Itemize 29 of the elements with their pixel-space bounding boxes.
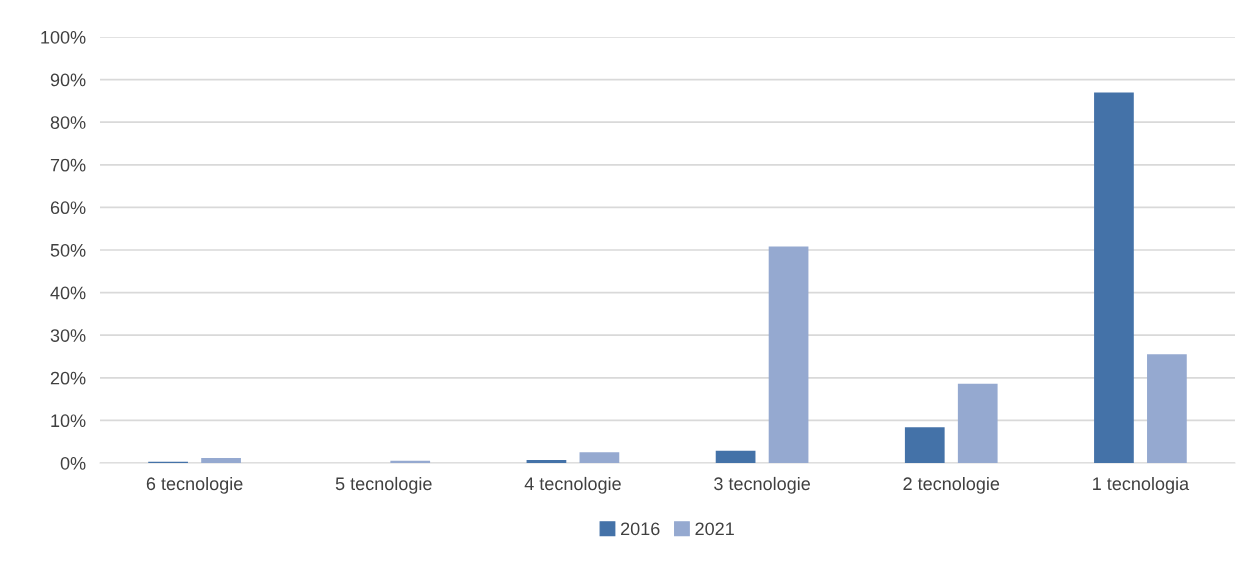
y-tick-label: 60% [50,201,86,215]
bar [526,460,567,463]
x-tick-label: 4 tecnologie [524,476,621,494]
y-tick-label: 100% [41,30,86,44]
bar [201,457,241,463]
x-tick-label: 2 tecnologie [903,476,1000,494]
y-tick-label: 80% [50,116,86,129]
y-tick-label: 90% [50,73,86,87]
bar [1147,354,1187,463]
y-tick-label: 20% [50,371,86,385]
x-tick-label: 1 tecnologia [1093,476,1190,494]
y-tick-label: 30% [50,329,86,342]
y-tick-label: 0% [60,456,86,470]
x-tick-label: 5 tecnologie [335,476,432,494]
y-tick-label: 70% [50,158,86,172]
bar [904,427,945,463]
legend-label: 2021 [695,522,734,536]
bar [1094,92,1134,463]
x-tick-label: 3 tecnologie [714,476,810,494]
y-tick-label: 50% [50,243,86,257]
x-tick-label: 6 tecnologie [146,476,243,494]
legend-label: 2016 [621,522,660,536]
bar [715,450,756,463]
bar [768,246,809,463]
bar [579,452,620,463]
bar [390,460,431,463]
y-tick-label: 40% [50,286,86,300]
bar [957,383,998,463]
y-tick-label: 10% [51,414,86,428]
